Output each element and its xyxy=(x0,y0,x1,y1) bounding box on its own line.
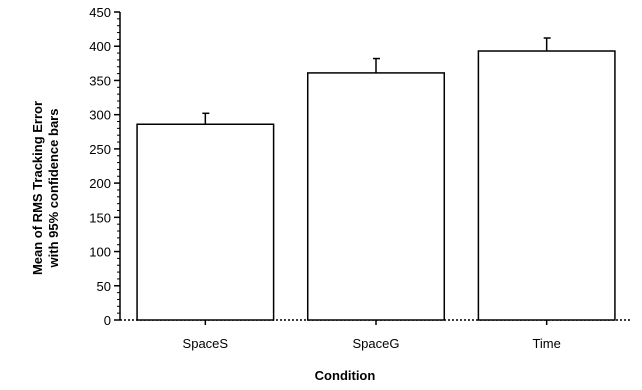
y-tick-label: 50 xyxy=(97,279,111,294)
y-tick-label: 350 xyxy=(89,73,111,88)
x-tick-labels: SpaceS SpaceG Time xyxy=(183,336,561,351)
y-tick-label: 300 xyxy=(89,108,111,123)
y-axis: 0 50 100 150 200 250 300 350 400 450 xyxy=(89,5,121,328)
x-tick-label: SpaceG xyxy=(353,336,400,351)
y-tick-label: 250 xyxy=(89,142,111,157)
bar xyxy=(477,50,616,321)
y-tick-label: 0 xyxy=(104,313,111,328)
bars xyxy=(136,37,616,321)
y-tick-label: 100 xyxy=(89,245,111,260)
y-axis-title-line1: Mean of RMS Tracking Error xyxy=(30,101,45,275)
x-tick-label: Time xyxy=(532,336,560,351)
y-tick-label: 400 xyxy=(89,39,111,54)
y-tick-label: 450 xyxy=(89,5,111,20)
y-axis-title-group: Mean of RMS Tracking Error with 95% conf… xyxy=(30,101,61,275)
x-axis-title: Condition xyxy=(315,368,376,383)
bar xyxy=(136,123,275,321)
y-tick-label: 150 xyxy=(89,210,111,225)
y-tick-label: 200 xyxy=(89,176,111,191)
y-axis-title-line2: with 95% confidence bars xyxy=(46,109,61,269)
x-tick-label: SpaceS xyxy=(183,336,229,351)
bar xyxy=(306,72,446,321)
